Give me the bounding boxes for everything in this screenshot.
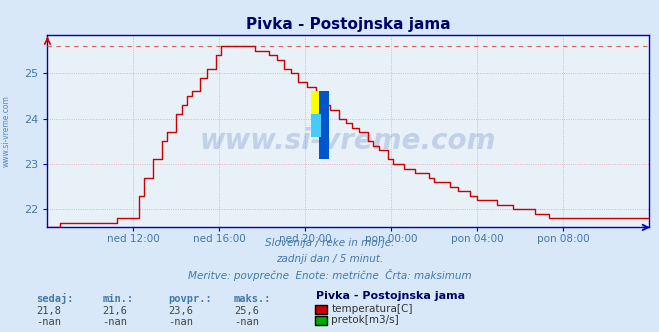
Text: 23,6: 23,6 — [168, 306, 193, 316]
Bar — [310, 92, 320, 137]
Text: 21,6: 21,6 — [102, 306, 127, 316]
Text: zadnji dan / 5 minut.: zadnji dan / 5 minut. — [276, 254, 383, 264]
Text: pretok[m3/s]: pretok[m3/s] — [331, 315, 399, 325]
Text: Slovenija / reke in morje.: Slovenija / reke in morje. — [265, 238, 394, 248]
Text: 25,6: 25,6 — [234, 306, 259, 316]
Text: Pivka - Postojnska jama: Pivka - Postojnska jama — [316, 291, 465, 301]
Text: www.si-vreme.com: www.si-vreme.com — [2, 95, 11, 167]
Text: min.:: min.: — [102, 294, 133, 304]
Text: -nan: -nan — [102, 317, 127, 327]
Text: -nan: -nan — [36, 317, 61, 327]
Text: 21,8: 21,8 — [36, 306, 61, 316]
Bar — [310, 114, 320, 137]
Text: maks.:: maks.: — [234, 294, 272, 304]
Text: -nan: -nan — [234, 317, 259, 327]
Bar — [319, 92, 329, 159]
Text: temperatura[C]: temperatura[C] — [331, 304, 413, 314]
Text: www.si-vreme.com: www.si-vreme.com — [200, 127, 496, 155]
Text: -nan: -nan — [168, 317, 193, 327]
Text: sedaj:: sedaj: — [36, 293, 74, 304]
Title: Pivka - Postojnska jama: Pivka - Postojnska jama — [246, 17, 451, 32]
Text: povpr.:: povpr.: — [168, 294, 212, 304]
Text: Meritve: povprečne  Enote: metrične  Črta: maksimum: Meritve: povprečne Enote: metrične Črta:… — [188, 269, 471, 281]
